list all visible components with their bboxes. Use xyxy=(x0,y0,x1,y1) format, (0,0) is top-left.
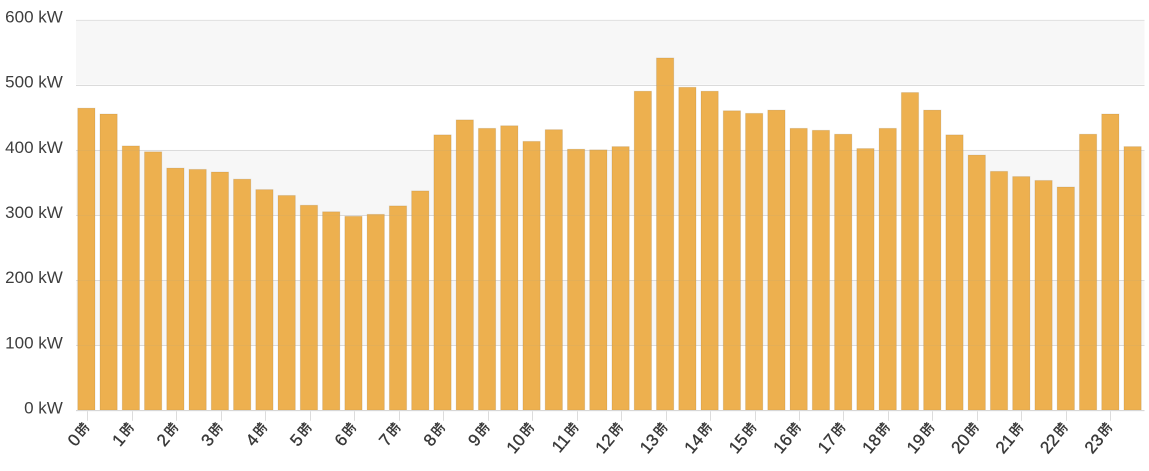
svg-text:200 kW: 200 kW xyxy=(5,268,63,287)
svg-text:500 kW: 500 kW xyxy=(5,73,63,92)
svg-text:100 kW: 100 kW xyxy=(5,333,63,352)
svg-text:0 kW: 0 kW xyxy=(24,399,63,418)
svg-text:400 kW: 400 kW xyxy=(5,138,63,157)
svg-text:300 kW: 300 kW xyxy=(5,203,63,222)
svg-text:600 kW: 600 kW xyxy=(5,8,63,27)
